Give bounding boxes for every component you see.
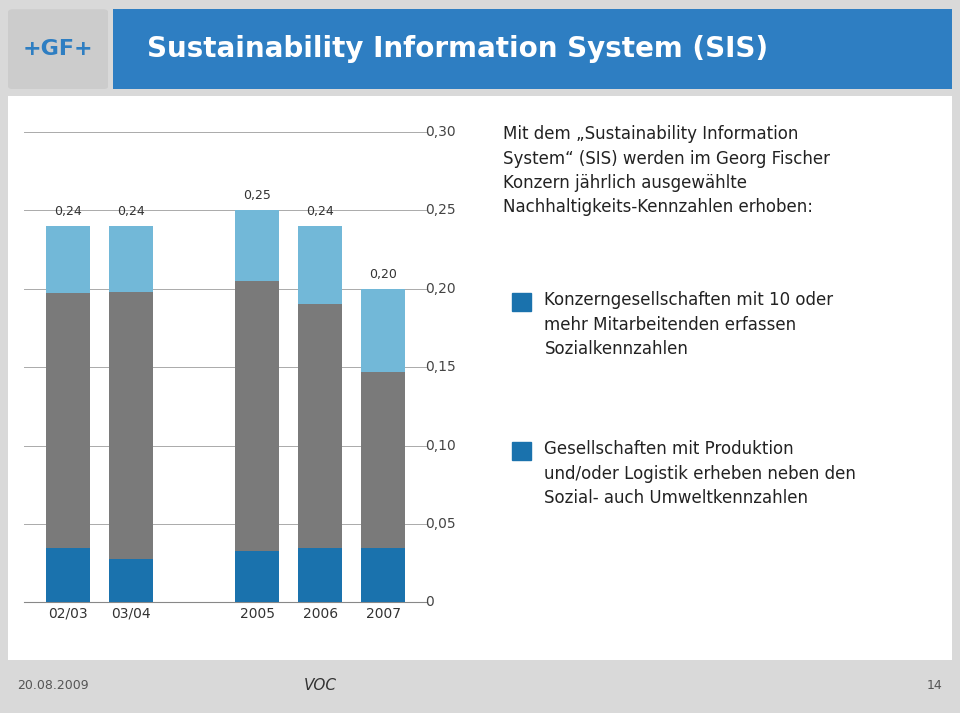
Bar (235, 550, 279, 602)
Bar (298, 304, 342, 548)
Text: Sustainability Information System (SIS): Sustainability Information System (SIS) (147, 35, 768, 63)
FancyBboxPatch shape (97, 8, 960, 91)
Bar (513, 293, 531, 311)
Bar (361, 548, 405, 602)
FancyBboxPatch shape (187, 96, 451, 668)
Text: 0: 0 (425, 595, 434, 610)
Text: 0,24: 0,24 (117, 205, 145, 218)
Text: 0,20: 0,20 (425, 282, 456, 296)
Text: 0,25: 0,25 (243, 190, 271, 202)
FancyBboxPatch shape (0, 91, 960, 665)
Text: 0,05: 0,05 (425, 517, 456, 531)
Text: 0,15: 0,15 (425, 360, 456, 374)
Text: 0,10: 0,10 (425, 438, 456, 453)
Bar (361, 289, 405, 372)
Text: 0,24: 0,24 (54, 205, 82, 218)
FancyBboxPatch shape (13, 96, 188, 656)
FancyBboxPatch shape (8, 9, 108, 89)
Bar (235, 210, 279, 281)
Text: 0,20: 0,20 (370, 268, 397, 281)
Text: 20.08.2009: 20.08.2009 (17, 679, 88, 692)
Text: Gesellschaften mit Produktion
und/oder Logistik erheben neben den
Sozial- auch U: Gesellschaften mit Produktion und/oder L… (544, 441, 856, 507)
Bar (513, 442, 531, 460)
Bar (46, 226, 90, 294)
Bar (235, 281, 279, 550)
Bar (46, 548, 90, 602)
Text: 0,25: 0,25 (425, 203, 456, 217)
Text: Konzerngesellschaften mit 10 oder
mehr Mitarbeitenden erfassen
Sozialkennzahlen: Konzerngesellschaften mit 10 oder mehr M… (544, 291, 833, 358)
Text: +GF+: +GF+ (23, 39, 93, 59)
Bar (109, 226, 154, 292)
Bar (46, 294, 90, 548)
Bar (361, 372, 405, 548)
Text: 14: 14 (927, 679, 943, 692)
Bar (109, 558, 154, 602)
Text: 0,24: 0,24 (306, 205, 334, 218)
Bar (298, 548, 342, 602)
Text: VOC: VOC (303, 678, 337, 693)
Bar (109, 292, 154, 558)
Text: 0,30: 0,30 (425, 125, 456, 139)
Bar (298, 226, 342, 304)
Text: Mit dem „Sustainability Information
System“ (SIS) werden im Georg Fischer
Konzer: Mit dem „Sustainability Information Syst… (503, 125, 830, 216)
